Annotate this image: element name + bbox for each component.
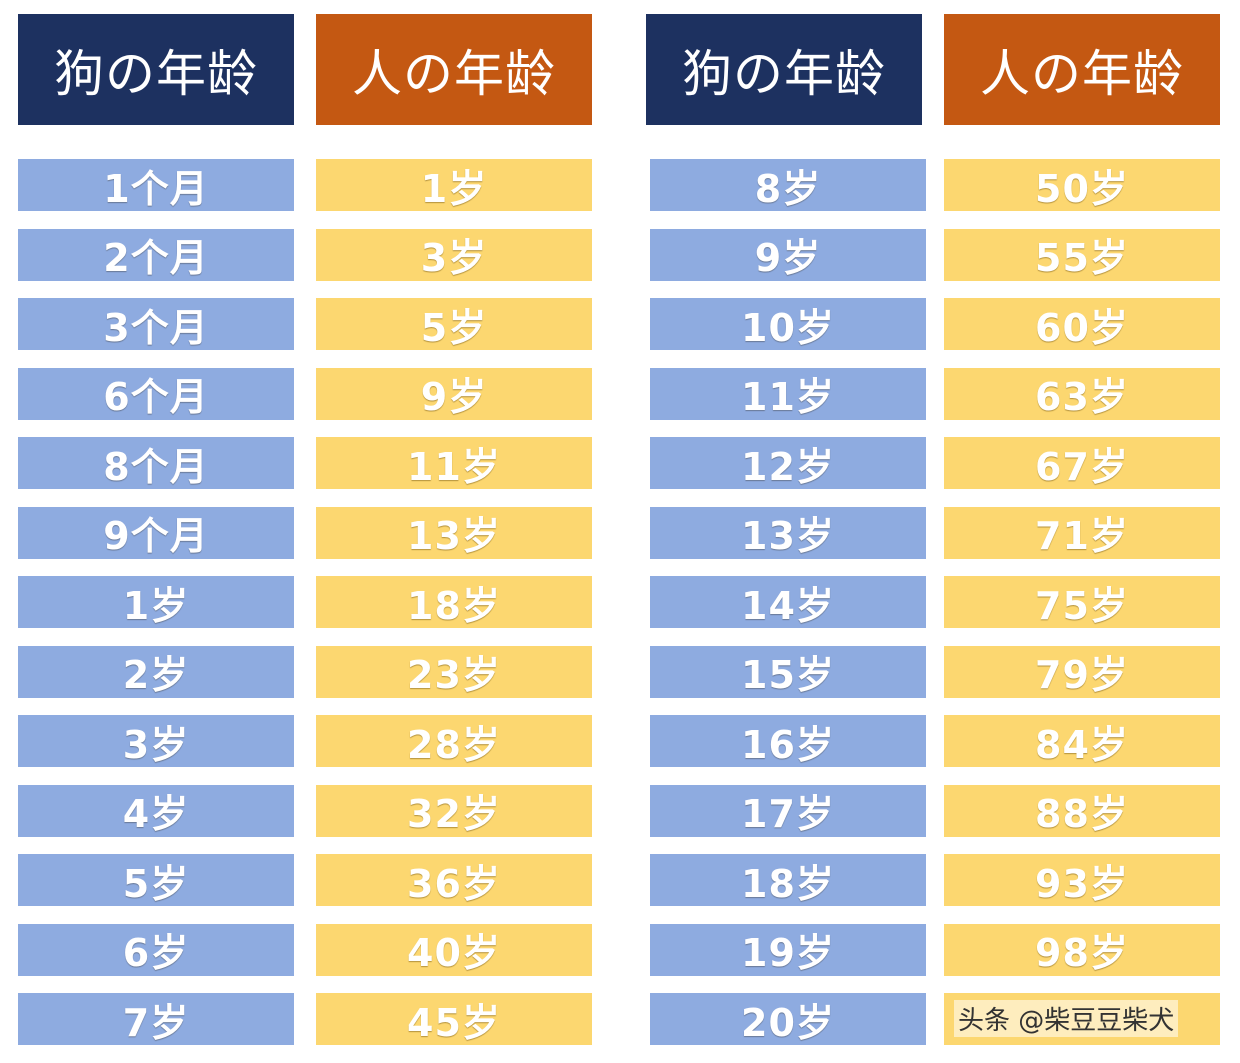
dog-age-header: 狗の年龄 <box>18 14 294 125</box>
dog-age-cell: 9个月 <box>18 506 294 559</box>
dog-age-cell: 9岁 <box>650 228 926 281</box>
dog-age-cell: 8个月 <box>18 437 294 489</box>
human-age-cell: 5岁 <box>316 298 592 350</box>
human-age-cell: 98岁 <box>944 923 1220 976</box>
dog-age-cell: 11岁 <box>650 367 926 420</box>
dog-age-cell: 17岁 <box>650 784 926 837</box>
human-age-cell: 11岁 <box>316 437 592 489</box>
dog-age-cell: 5岁 <box>18 854 294 906</box>
human-age-cell: 75岁 <box>944 576 1220 628</box>
dog-age-cell: 16岁 <box>650 715 926 767</box>
dog-age-cell: 8岁 <box>650 159 926 211</box>
human-age-cell: 79岁 <box>944 645 1220 698</box>
dog-age-cell: 1个月 <box>18 159 294 211</box>
dog-age-cell: 18岁 <box>650 854 926 906</box>
dog-age-cell: 3个月 <box>18 298 294 350</box>
human-age-cell: 60岁 <box>944 298 1220 350</box>
dog-age-column: 8岁 9岁 10岁 11岁 12岁 13岁 14岁 15岁 16岁 17岁 18岁 19岁 20岁 <box>650 159 926 1063</box>
human-age-cell: 88岁 <box>944 784 1220 837</box>
dog-age-cell: 19岁 <box>650 923 926 976</box>
human-age-cell: 13岁 <box>316 506 592 559</box>
dog-age-cell: 7岁 <box>18 993 294 1045</box>
human-age-cell: 67岁 <box>944 437 1220 489</box>
human-age-cell: 3岁 <box>316 228 592 281</box>
human-age-column: 50岁 55岁 60岁 63岁 67岁 71岁 75岁 79岁 84岁 88岁 93岁 98岁 <box>944 159 1220 1063</box>
human-age-cell: 45岁 <box>316 993 592 1045</box>
human-age-cell: 9岁 <box>316 367 592 420</box>
human-age-cell: 32岁 <box>316 784 592 837</box>
dog-age-cell: 4岁 <box>18 784 294 837</box>
dog-age-cell: 15岁 <box>650 645 926 698</box>
human-age-cell: 1岁 <box>316 159 592 211</box>
dog-age-cell: 3岁 <box>18 715 294 767</box>
dog-age-cell: 12岁 <box>650 437 926 489</box>
human-age-header: 人の年龄 <box>316 14 592 125</box>
dog-age-cell: 6岁 <box>18 923 294 976</box>
human-age-cell: 63岁 <box>944 367 1220 420</box>
dog-age-cell: 14岁 <box>650 576 926 628</box>
dog-age-cell: 13岁 <box>650 506 926 559</box>
human-age-cell: 93岁 <box>944 854 1220 906</box>
human-age-cell: 28岁 <box>316 715 592 767</box>
dog-age-cell: 2岁 <box>18 645 294 698</box>
human-age-cell: 71岁 <box>944 506 1220 559</box>
human-age-cell: 18岁 <box>316 576 592 628</box>
human-age-cell: 23岁 <box>316 645 592 698</box>
human-age-column: 1岁 3岁 5岁 9岁 11岁 13岁 18岁 23岁 28岁 32岁 36岁 40岁 45岁 <box>316 159 592 1063</box>
human-age-cell: 50岁 <box>944 159 1220 211</box>
human-age-cell: 55岁 <box>944 228 1220 281</box>
dog-age-cell: 2个月 <box>18 228 294 281</box>
watermark: 头条 @柴豆豆柴犬 <box>954 1000 1179 1037</box>
dog-age-header: 狗の年龄 <box>646 14 922 125</box>
dog-age-column: 1个月 2个月 3个月 6个月 8个月 9个月 1岁 2岁 3岁 4岁 5岁 6岁 7岁 <box>18 159 294 1063</box>
dog-age-cell: 10岁 <box>650 298 926 350</box>
human-age-cell: 36岁 <box>316 854 592 906</box>
dog-age-cell: 6个月 <box>18 367 294 420</box>
human-age-header: 人の年龄 <box>944 14 1220 125</box>
dog-age-cell: 1岁 <box>18 576 294 628</box>
human-age-cell: 84岁 <box>944 715 1220 767</box>
dog-age-cell: 20岁 <box>650 993 926 1045</box>
human-age-cell: 40岁 <box>316 923 592 976</box>
